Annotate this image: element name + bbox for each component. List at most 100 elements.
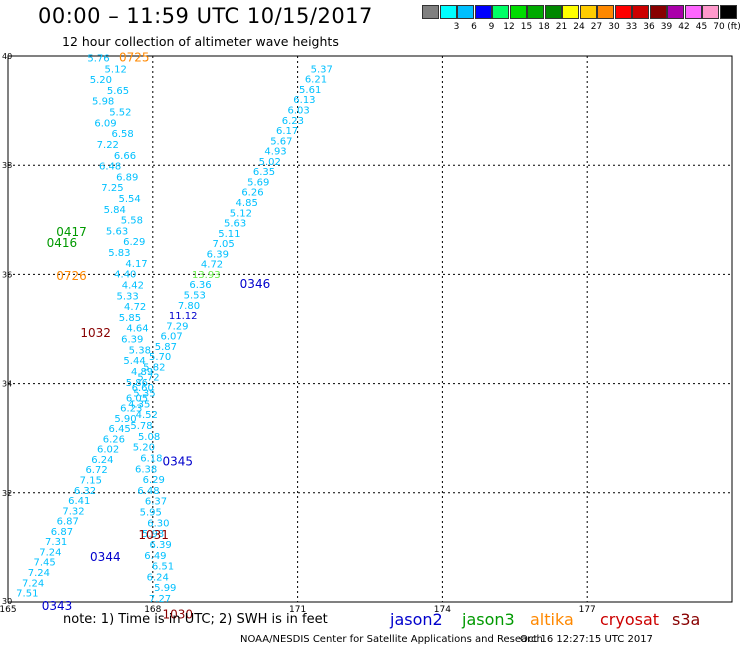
wave-height-label: 7.51	[16, 589, 38, 600]
generated-timestamp: Oct 16 12:27:15 UTC 2017	[520, 634, 653, 645]
wave-height-label: 5.69	[247, 177, 269, 188]
wave-height-label: 6.87	[51, 527, 73, 538]
wave-height-label: 5.44	[123, 356, 145, 367]
wave-height-label: 5.20	[133, 443, 155, 454]
wave-height-label: 6.41	[68, 496, 90, 507]
wave-height-label: 5.83	[108, 248, 130, 259]
wave-height-label: 6.29	[123, 237, 145, 248]
wave-height-label: 6.03	[288, 105, 310, 116]
wave-height-label: 6.39	[207, 249, 229, 260]
color-scale-label: 42	[678, 22, 690, 32]
wave-height-label: 6.48	[99, 162, 121, 173]
wave-height-label: 5.52	[109, 108, 131, 119]
wave-height-label: 5.12	[230, 208, 252, 219]
wave-height-label: 6.32	[74, 486, 96, 497]
wave-height-label: 6.48	[137, 486, 159, 497]
wave-height-label: 6.72	[85, 465, 107, 476]
chart-subtitle: 12 hour collection of altimeter wave hei…	[62, 34, 339, 49]
wave-height-label: 6.17	[276, 126, 298, 137]
wave-height-label: 7.24	[22, 578, 44, 589]
y-tick-label: 40	[2, 52, 12, 61]
wave-height-label: 4.40	[114, 270, 136, 281]
wave-height-label: 4.35	[128, 399, 150, 410]
y-tick-label: 34	[2, 380, 12, 389]
color-scale-unit: (ft)	[727, 22, 740, 32]
wave-height-label: 5.02	[259, 157, 281, 168]
pass-time-label: 1030	[162, 607, 193, 621]
color-scale-swatch	[719, 5, 737, 19]
wave-height-label: 5.85	[119, 313, 141, 324]
wave-height-label: 7.15	[80, 475, 102, 486]
wave-height-label: 5.84	[104, 205, 126, 216]
wave-height-label: 4.52	[136, 410, 158, 421]
color-scale-label: 45	[695, 22, 708, 32]
wave-height-label: 6.21	[305, 75, 327, 86]
wave-height-label: 7.05	[212, 239, 234, 250]
wave-height-label: 7.29	[166, 321, 188, 332]
color-scale-label: 21	[555, 22, 568, 32]
x-tick-label: 171	[289, 605, 306, 615]
color-scale-swatch	[702, 5, 719, 19]
footnote: note: 1) Time is in UTC; 2) SWH is in fe…	[63, 612, 328, 627]
wave-height-label: 5.08	[138, 432, 160, 443]
wave-height-label: 4.89	[131, 367, 153, 378]
wave-height-label: 5.86	[126, 378, 148, 389]
wave-height-label: 7.22	[97, 140, 119, 151]
wave-height-label: 5.87	[155, 342, 177, 353]
wave-height-label: 6.87	[57, 517, 79, 528]
wave-height-label: 6.66	[114, 151, 136, 162]
wave-height-label: 6.09	[94, 118, 116, 129]
wave-height-label: 4.93	[264, 147, 286, 158]
pass-time-label: 0345	[162, 455, 193, 469]
wave-height-label: 7.24	[39, 547, 61, 558]
wave-height-label: 6.60	[132, 383, 154, 394]
color-scale-swatch	[422, 5, 439, 19]
wave-height-label: 5.37	[311, 64, 333, 75]
wave-height-label: 7.24	[28, 568, 50, 579]
color-scale-swatch	[649, 5, 667, 19]
wave-height-label: 6.35	[253, 167, 275, 178]
satellite-legend-cryosat: cryosat	[600, 610, 660, 629]
x-tick-label: 168	[144, 605, 161, 615]
color-scale-swatch	[632, 5, 649, 19]
wave-height-label: 5.98	[92, 97, 114, 108]
wave-height-label: 5.63	[106, 226, 128, 237]
wave-height-label: 5.63	[224, 219, 246, 230]
wave-height-label: 7.80	[178, 301, 200, 312]
wave-height-label: 6.29	[143, 475, 165, 486]
wave-height-label: 6.13	[293, 95, 315, 106]
wave-height-label: 6.51	[152, 562, 174, 573]
wave-height-label: 5.58	[121, 216, 143, 227]
wave-height-label: 5.33	[116, 291, 138, 302]
color-scale-swatch	[509, 5, 527, 19]
wave-height-label: 6.39	[121, 335, 143, 346]
wave-height-label: 6.26	[103, 434, 125, 445]
wave-height-label: 7.45	[33, 558, 55, 569]
wave-height-label: 6.38	[135, 464, 157, 475]
color-scale-label: 30	[608, 22, 620, 32]
y-tick-label: 38	[2, 161, 12, 170]
color-scale-swatch	[527, 5, 544, 19]
color-scale-swatch	[474, 5, 492, 19]
wave-height-label: 5.67	[270, 136, 292, 147]
pass-time-label: 0344	[90, 550, 121, 564]
color-scale-label: 3	[453, 22, 460, 32]
credit-line: NOAA/NESDIS Center for Satellite Applica…	[240, 634, 543, 645]
color-scale-label: 12	[503, 22, 515, 32]
color-scale-label: 36	[643, 22, 655, 32]
color-scale-label: 39	[660, 22, 673, 32]
wave-height-label: 6.07	[161, 332, 183, 343]
color-scale-swatch	[492, 5, 509, 19]
color-scale-swatch	[667, 5, 684, 19]
wave-height-label: 6.37	[145, 497, 167, 508]
color-scale-swatch	[439, 5, 457, 19]
wave-height-label: 5.65	[107, 86, 129, 97]
satellite-legend-jason3: jason3	[462, 610, 515, 629]
color-scale-swatch	[562, 5, 579, 19]
wave-height-label: 5.93	[142, 529, 164, 540]
wave-height-label: 5.76	[87, 53, 109, 64]
x-tick-label: 174	[434, 605, 451, 615]
wave-height-label: 4.72	[124, 302, 146, 313]
wave-height-label: 5.53	[184, 290, 206, 301]
wave-height-label: 6.23	[282, 116, 304, 127]
